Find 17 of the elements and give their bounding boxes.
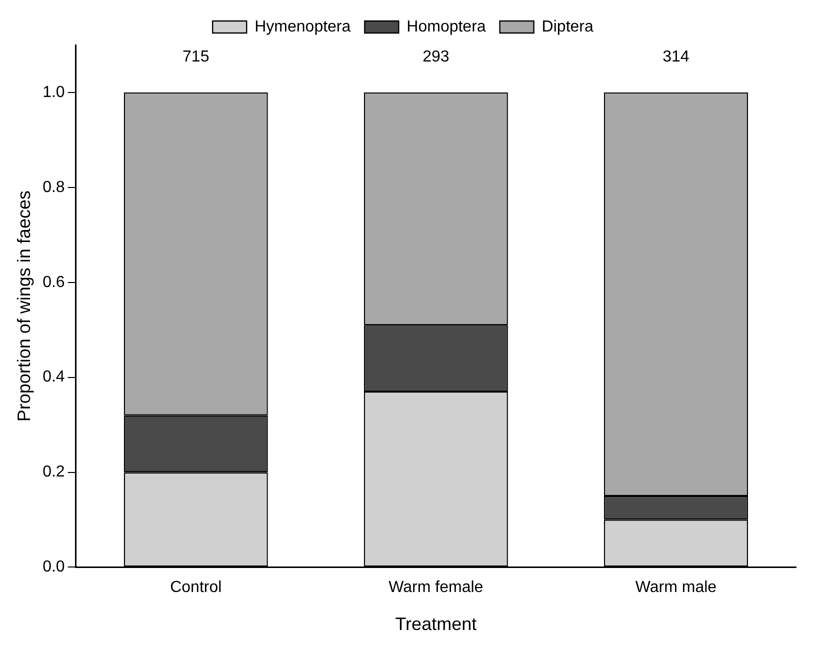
y-tick-label: 0.8 (42, 178, 65, 196)
y-tick-label: 0.4 (42, 368, 65, 386)
x-tick-label: Warm female (388, 579, 484, 596)
annotation: 314 (662, 48, 690, 66)
legend-label: Homoptera (406, 18, 486, 36)
y-tick-label: 1.0 (42, 84, 65, 101)
legend-label: Diptera (542, 18, 594, 36)
y-tick-label: 0.6 (42, 274, 65, 291)
x-tick-label: Control (170, 579, 222, 596)
annotation: 293 (422, 48, 450, 66)
legend-label: Hymenoptera (254, 18, 351, 36)
x-axis-title: Treatment (395, 614, 477, 634)
y-axis-title: Proportion of wings in faeces (14, 190, 34, 422)
x-tick-label: Warm male (635, 579, 717, 596)
y-tick-label: 0.0 (42, 558, 65, 576)
annotation: 715 (182, 48, 210, 66)
y-tick-label: 0.2 (42, 464, 65, 481)
